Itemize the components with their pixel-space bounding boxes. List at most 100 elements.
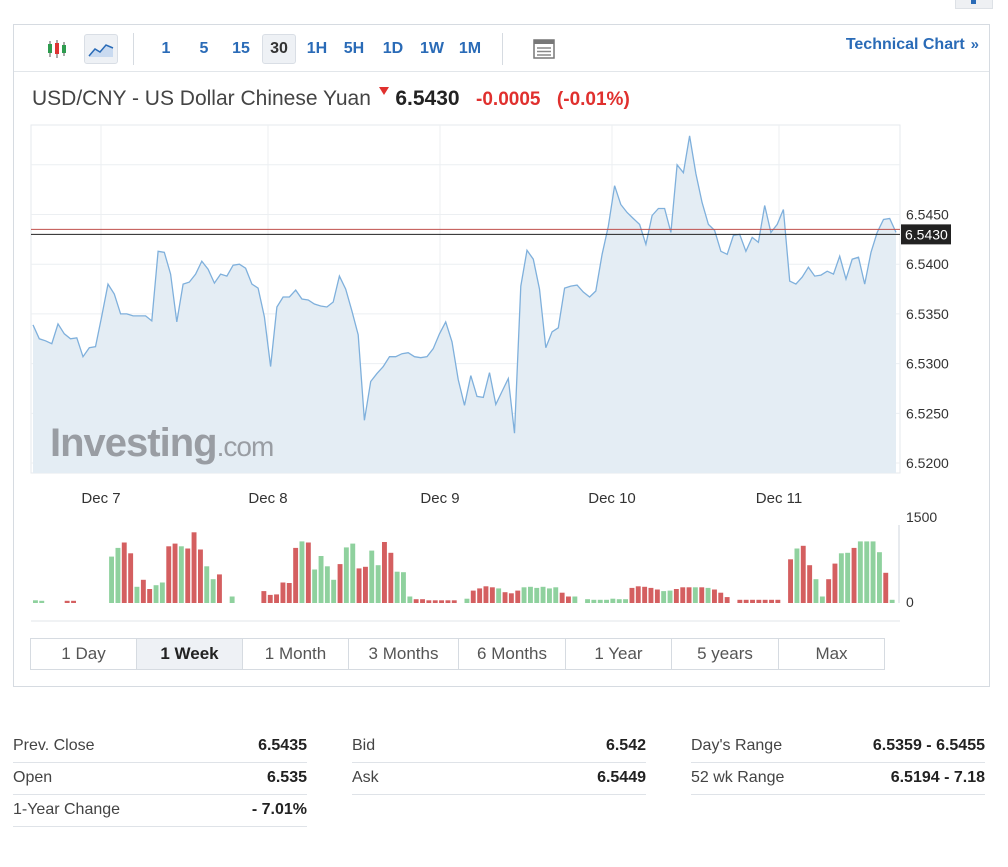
stat-value: 6.5194 - 7.18 <box>890 769 985 786</box>
volume-bar <box>496 588 502 603</box>
volume-bar <box>889 599 895 603</box>
stat-value: 6.535 <box>266 769 307 786</box>
range-tab-1-week[interactable]: 1 Week <box>137 639 243 669</box>
volume-bar <box>585 599 590 603</box>
interval-1m[interactable]: 1M <box>458 40 482 57</box>
volume-bar <box>553 587 559 603</box>
price-area <box>33 135 896 473</box>
volume-bar <box>483 586 489 603</box>
candlestick-chart-button[interactable] <box>42 34 72 64</box>
watermark-brand: Investing <box>50 421 217 465</box>
y-tick-label: 6.5400 <box>906 256 949 272</box>
area-chart-icon <box>88 44 114 57</box>
interval-30[interactable]: 30 <box>262 34 296 64</box>
volume-bar <box>375 565 381 603</box>
volume-bar <box>635 586 641 603</box>
volume-bar <box>502 592 508 603</box>
volume-bar <box>838 553 844 603</box>
volume-bar <box>128 553 134 603</box>
volume-bar <box>673 589 679 603</box>
page-scroll-indicator <box>955 0 993 9</box>
interval-15[interactable]: 15 <box>232 40 250 57</box>
volume-bar <box>515 590 521 603</box>
technical-chart-link[interactable]: Technical Chart » <box>846 36 979 54</box>
range-tab-1-year[interactable]: 1 Year <box>566 639 672 669</box>
range-tab-1-month[interactable]: 1 Month <box>243 639 349 669</box>
volume-bar <box>64 600 70 603</box>
volume-bar <box>540 586 546 603</box>
svg-text:Investing.com: Investing.com <box>50 421 273 465</box>
volume-bar <box>464 598 470 603</box>
volume-bar <box>33 600 38 603</box>
volume-bar <box>845 552 851 603</box>
stat-label: Prev. Close <box>13 737 95 754</box>
interval-1w[interactable]: 1W <box>420 40 444 57</box>
volume-bar <box>286 583 292 603</box>
stat-value: 6.5435 <box>258 737 307 754</box>
volume-bar <box>870 541 876 603</box>
volume-bar <box>185 548 191 603</box>
stat-bid: Bid 6.542 <box>352 731 646 763</box>
stat-label: Day's Range <box>691 737 783 754</box>
stat-value: - 7.01% <box>251 801 307 818</box>
table-view-button[interactable] <box>529 34 559 64</box>
interval-1d[interactable]: 1D <box>382 40 404 57</box>
volume-bar <box>743 599 749 603</box>
volume-bar <box>305 542 311 603</box>
volume-bar <box>178 546 184 603</box>
range-tab-1-day[interactable]: 1 Day <box>31 639 137 669</box>
volume-bar <box>191 532 197 603</box>
candlestick-icon <box>48 40 66 58</box>
y-tick-label: 6.5300 <box>906 356 949 372</box>
range-tab-6-months[interactable]: 6 Months <box>459 639 566 669</box>
volume-bar <box>343 547 349 603</box>
area-chart-button[interactable] <box>84 34 118 64</box>
interval-1[interactable]: 1 <box>161 40 171 57</box>
volume-bar <box>451 600 457 603</box>
volume-bar <box>337 564 343 603</box>
volume-bar <box>559 592 565 603</box>
volume-bar <box>794 548 800 603</box>
interval-5[interactable]: 5 <box>199 40 209 57</box>
price-change-percent: (-0.01%) <box>556 89 630 110</box>
volume-bar <box>661 591 667 603</box>
interval-1h[interactable]: 1H <box>306 40 328 57</box>
volume-bar <box>547 588 552 603</box>
volume-bar <box>426 600 432 603</box>
range-tab-5-years[interactable]: 5 years <box>672 639 779 669</box>
stat-1-year-change: 1-Year Change - 7.01% <box>13 795 307 827</box>
volume-bar <box>591 599 597 603</box>
volume-bar <box>318 556 324 603</box>
range-tab-max[interactable]: Max <box>815 644 848 663</box>
volume-bar <box>629 587 635 603</box>
volume-bar <box>667 590 673 603</box>
chart-toolbar: 1 5 15 30 1H 5H 1D 1W 1M Technical Chart… <box>14 25 989 72</box>
volume-bar <box>267 594 273 603</box>
watermark-suffix: .com <box>217 431 274 462</box>
stat-value: 6.5449 <box>597 769 646 786</box>
volume-bar <box>401 572 406 603</box>
volume-bar <box>350 543 356 603</box>
current-price-tag <box>901 224 951 245</box>
y-tick-label: 6.5450 <box>906 206 949 222</box>
stat-label: 1-Year Change <box>13 801 121 818</box>
volume-bar <box>121 542 127 603</box>
volume-bar <box>312 569 318 603</box>
volume-bar <box>363 566 368 603</box>
chevron-right-icon: » <box>970 36 979 53</box>
volume-bar <box>616 599 622 603</box>
volume-bar <box>692 587 698 603</box>
chart-widget: 1 5 15 30 1H 5H 1D 1W 1M Technical Chart… <box>13 24 990 687</box>
volume-bar <box>718 592 724 603</box>
stat-days-range: Day's Range 6.5359 - 6.5455 <box>691 731 985 763</box>
stat-value: 6.542 <box>605 737 646 754</box>
volume-bar <box>534 587 540 603</box>
volume-bar <box>432 600 438 603</box>
range-tab-3-months[interactable]: 3 Months <box>349 639 459 669</box>
table-icon <box>533 39 555 59</box>
volume-bar <box>604 599 609 603</box>
volume-bar <box>356 568 362 603</box>
volume-bar <box>489 587 495 603</box>
interval-5h[interactable]: 5H <box>343 40 365 57</box>
volume-bar <box>439 600 444 603</box>
